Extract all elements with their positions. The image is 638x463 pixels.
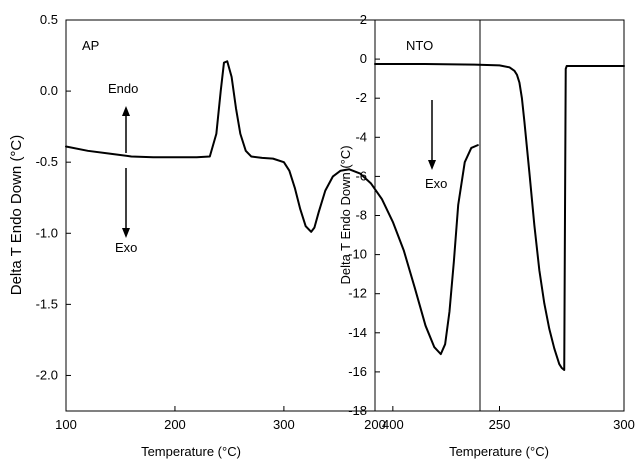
left-endo-arrow (122, 106, 130, 153)
left-x-axis-title: Temperature (°C) (141, 444, 241, 459)
right-y-tick-label: 0 (360, 51, 367, 66)
right-y-tick-label: -14 (348, 325, 367, 340)
left-x-tick-label: 100 (55, 417, 77, 432)
right-y-axis-title: Delta T Endo Down (°C) (338, 145, 353, 284)
left-y-axis-ticks: 0.5 0.0 -0.5 -1.0 -1.5 -2.0 (36, 12, 71, 382)
right-y-tick-label: -2 (355, 90, 367, 105)
left-y-tick-label: 0.0 (40, 83, 58, 98)
left-y-tick-label: -2.0 (36, 367, 58, 382)
left-y-tick-label: -0.5 (36, 154, 58, 169)
left-x-tick-label: 300 (273, 417, 295, 432)
left-annotation-endo: Endo (108, 81, 138, 96)
right-x-tick-label: 200 (364, 417, 386, 432)
left-plot-frame (65, 19, 481, 412)
left-y-tick-label: 0.5 (40, 12, 58, 27)
left-annotation-ap: AP (82, 38, 99, 53)
right-y-tick-label: -18 (348, 403, 367, 418)
right-y-tick-label: -12 (348, 286, 367, 301)
right-y-tick-label: -10 (348, 247, 367, 262)
right-y-tick-label: -4 (355, 129, 367, 144)
left-ap-curve (65, 60, 479, 356)
left-chart-ap: 0.5 0.0 -0.5 -1.0 -1.5 -2.0 100 200 300 400 AP E… (8, 12, 481, 459)
right-nto-curve (374, 62, 625, 371)
left-annotation-exo: Exo (115, 240, 137, 255)
right-x-tick-label: 300 (613, 417, 635, 432)
left-y-tick-label: -1.0 (36, 225, 58, 240)
left-exo-arrow (122, 168, 130, 238)
right-y-axis-ticks: 2 0 -2 -4 -6 -8 -10 -12 -14 -16 -18 (348, 12, 380, 418)
right-chart-nto: 20-2-4-6-8-10-12-14-16-18 200 250 300 NTO … (338, 12, 635, 459)
left-x-tick-label: 400 (382, 417, 404, 432)
left-y-axis-title: Delta T Endo Down (°C) (8, 135, 25, 296)
left-y-tick-label: -1.5 (36, 296, 58, 311)
right-plot-frame (374, 19, 625, 412)
right-annotation-exo: Exo (425, 176, 447, 191)
right-y-tick-label: -8 (355, 208, 367, 223)
left-x-axis-ticks: 100 200 300 400 (55, 406, 404, 432)
right-x-tick-label: 250 (489, 417, 511, 432)
right-y-tick-label: -16 (348, 364, 367, 379)
right-y-tick-label: 2 (360, 12, 367, 27)
right-y-tick-label: -6 (355, 168, 367, 183)
left-x-tick-label: 200 (164, 417, 186, 432)
right-annotation-nto: NTO (406, 38, 433, 53)
right-x-axis-title: Temperature (°C) (449, 444, 549, 459)
right-x-axis-ticks: 200 250 300 (364, 406, 635, 432)
right-exo-arrow (428, 100, 436, 170)
